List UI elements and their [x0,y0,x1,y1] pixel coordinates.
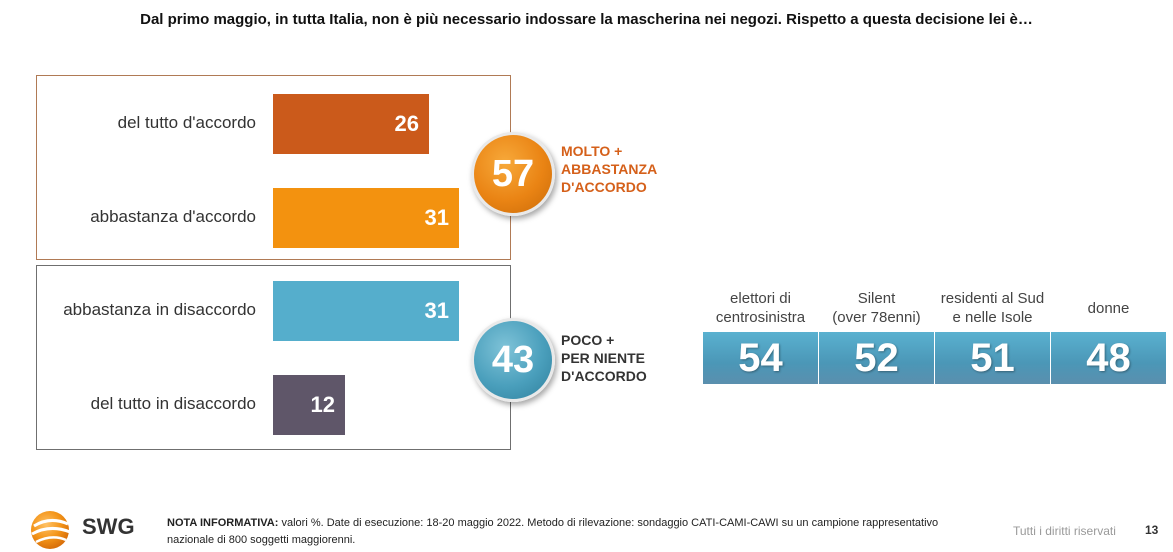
segment-label: Silent (over 78enni) [819,288,934,328]
category-label: abbastanza in disaccordo [63,300,256,319]
bar-value-label: 31 [424,205,449,230]
segment-label-line: e nelle Isole [952,309,1033,326]
agree-total-label: MOLTO + ABBASTANZA D'ACCORDO [561,142,657,196]
segment-silent: Silent (over 78enni) 52 [819,288,934,384]
segment-value: 51 [935,332,1050,384]
segment-value: 54 [703,332,818,384]
segment-label-line: Silent [857,290,896,307]
agree-label-line-2: ABBASTANZA [561,161,658,177]
chart-title: Dal primo maggio, in tutta Italia, non è… [140,11,1033,28]
bar-value-label: 31 [424,298,449,323]
category-label: del tutto in disaccordo [90,394,256,413]
segment-label-line: centrosinistra [715,309,806,326]
segment-label: elettori di centrosinistra [703,288,818,328]
segment-label: residenti al Sud e nelle Isole [935,288,1050,328]
segment-value: 48 [1051,332,1166,384]
agree-label-line-3: D'ACCORDO [561,179,647,195]
bar: 31 [273,188,459,248]
segment-label-line: (over 78enni) [832,309,921,326]
segment-label-line: donne [1087,299,1130,317]
bar: 26 [273,94,429,154]
page-number: 13 [1145,523,1159,537]
segment-centrosinistra: elettori di centrosinistra 54 [703,288,818,384]
category-label: abbastanza d'accordo [90,207,256,226]
footnote-text: valori %. Date di esecuzione: 18-20 magg… [167,517,939,546]
segment-value: 52 [819,332,934,384]
rights-text: Tutti i diritti riservati [1013,524,1116,538]
logo-text: SWG [82,514,135,539]
segment-label-line: elettori di [730,290,791,307]
disagree-label-line-1: POCO + [561,332,615,348]
disagree-total-label: POCO + PER NIENTE D'ACCORDO [561,331,647,385]
disagree-total-circle: 43 [471,318,555,402]
agree-total-circle: 57 [471,132,555,216]
segment-label-line: residenti al Sud [940,290,1045,307]
category-label: del tutto d'accordo [117,113,256,132]
segment-label: donne [1051,288,1166,328]
bar-value-label: 12 [310,392,335,417]
bar: 12 [273,375,345,435]
segment-sud-isole: residenti al Sud e nelle Isole 51 [935,288,1050,384]
agree-label-line-1: MOLTO + [561,143,623,159]
segment-donne: donne 48 [1051,288,1166,384]
footnote-label: NOTA INFORMATIVA: [167,517,279,529]
bar: 31 [273,281,459,341]
disagree-label-line-3: D'ACCORDO [561,368,647,384]
bar-value-label: 26 [394,111,419,136]
swg-logo-icon [31,511,71,549]
disagree-label-line-2: PER NIENTE [561,350,646,366]
footnote: NOTA INFORMATIVA: valori %. Date di esec… [167,515,987,549]
